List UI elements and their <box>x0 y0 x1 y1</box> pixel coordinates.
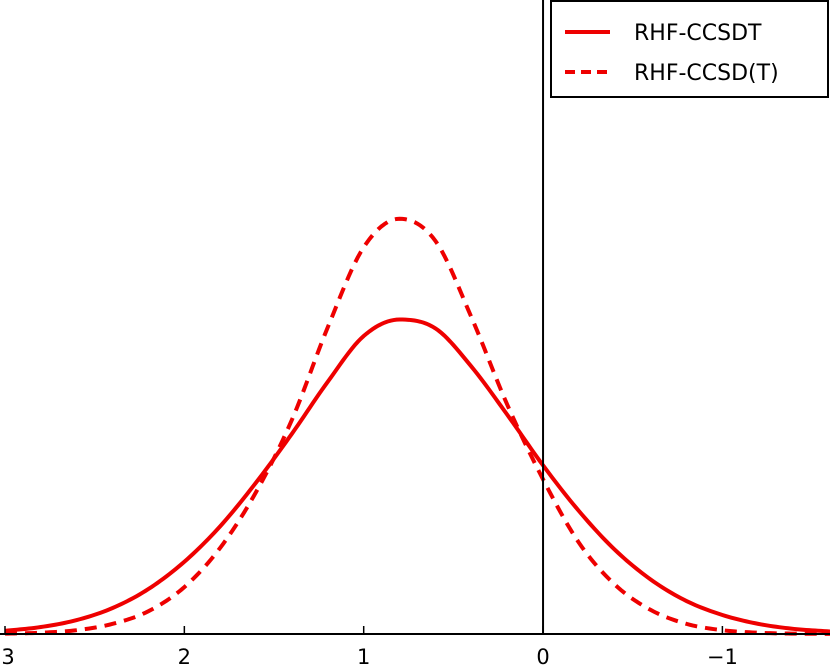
x-axis-ticks: 3 2 1 0 −1 <box>1 626 738 668</box>
x-tick-label: 0 <box>536 645 549 668</box>
series-line-rhf-ccsdt <box>4 317 830 634</box>
series-line-rhf-ccsd-t <box>4 216 830 636</box>
legend-label-rhf-ccsdt: RHF-CCSDT <box>634 21 762 46</box>
x-tick-label: 3 <box>1 645 14 668</box>
x-tick-label: −1 <box>707 645 738 668</box>
legend-label-rhf-ccsd-t: RHF-CCSD(T) <box>634 61 779 86</box>
x-tick-label: 2 <box>178 645 191 668</box>
legend-box <box>550 0 829 98</box>
plot-area <box>4 216 830 636</box>
x-tick-label: 1 <box>357 645 370 668</box>
legend: RHF-CCSDT RHF-CCSD(T) <box>550 0 829 98</box>
